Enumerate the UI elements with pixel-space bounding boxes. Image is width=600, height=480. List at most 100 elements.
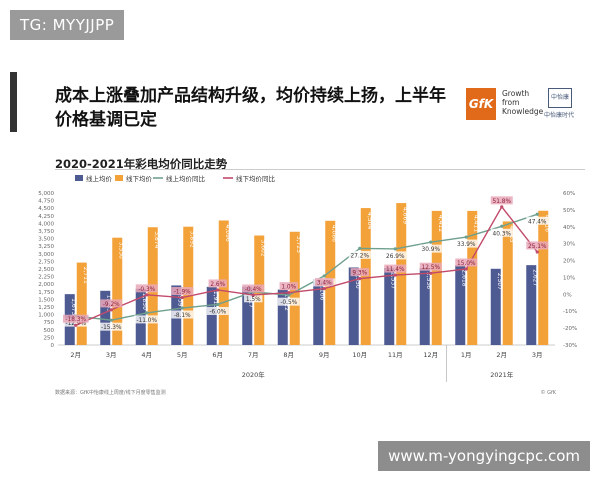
offline-yoy-label-bg	[455, 258, 478, 267]
offline-yoy-point	[358, 277, 362, 281]
source-note: 数据来源：GfK中怡康线上周度/线下月度零售监测	[55, 389, 166, 396]
offline-yoy-label: -9.2%	[103, 302, 120, 308]
offline-yoy-point	[535, 250, 539, 254]
x-tick-label: 3月	[106, 351, 117, 359]
offline-price-bar	[112, 237, 123, 345]
offline-yoy-label: -18.3%	[65, 317, 86, 323]
x-tick-label: 12月	[423, 351, 438, 359]
y-right-tick-label: -20%	[563, 326, 577, 332]
x-tick-label: 6月	[212, 351, 223, 359]
offline-price-label: 4,669	[401, 207, 408, 224]
offline-yoy-point	[74, 323, 78, 327]
x-tick-label: 11月	[388, 351, 403, 359]
y-left-tick-label: 1,250	[38, 305, 54, 311]
offline-price-label: 3,874	[153, 231, 160, 248]
y-right-tick-label: 30%	[563, 242, 575, 248]
online-yoy-label-bg	[98, 322, 125, 331]
online-price-label: 1,913	[212, 291, 219, 308]
offline-yoy-label-bg	[242, 284, 265, 293]
online-price-bar	[242, 286, 253, 345]
online-price-label: 1,673	[70, 298, 77, 315]
online-yoy-point	[535, 212, 539, 216]
offline-yoy-point	[287, 291, 291, 295]
y-left-tick-label: 500	[44, 328, 55, 334]
y-left-tick-label: 3,500	[38, 237, 54, 243]
y-left-tick-label: 4,000	[38, 221, 54, 227]
offline-price-label: 4,504	[366, 212, 373, 229]
offline-price-bar	[183, 226, 194, 345]
y-left-tick-label: 2,500	[38, 267, 54, 273]
copyright-note: © GfK	[540, 389, 556, 396]
offline-price-bar	[538, 210, 549, 345]
chart-title: 2020-2021年彩电均价同比走势	[55, 157, 228, 171]
offline-yoy-point	[393, 273, 397, 277]
chart-title-divider	[55, 169, 585, 170]
online-yoy-label: 27.2%	[351, 253, 370, 259]
y-left-tick-label: 3,750	[38, 229, 54, 235]
offline-yoy-point	[429, 271, 433, 275]
online-yoy-point	[180, 306, 184, 310]
online-price-label: 2,536	[425, 272, 432, 289]
online-yoy-label-bg	[206, 306, 229, 315]
offline-yoy-point	[251, 293, 255, 297]
x-tick-label: 1月	[461, 351, 472, 359]
watermark-top-badge: TG: MYYJJPP	[10, 10, 125, 40]
x-tick-label: 2月	[70, 351, 81, 359]
online-price-bar	[526, 265, 537, 345]
y-right-tick-label: 40%	[563, 225, 575, 231]
offline-yoy-label: 3.4%	[317, 281, 332, 287]
online-yoy-label-bg	[526, 216, 549, 225]
offline-price-bar	[360, 208, 371, 345]
online-price-bar	[455, 265, 466, 345]
x-tick-label: 3月	[532, 351, 543, 359]
online-price-bar	[277, 289, 288, 345]
online-yoy-point	[429, 240, 433, 244]
online-price-bar	[384, 267, 395, 345]
offline-yoy-label-bg	[171, 287, 194, 296]
online-yoy-label: 47.4%	[528, 219, 547, 225]
legend-label: 线下均价同比	[236, 174, 276, 183]
offline-yoy-label: 9.3%	[352, 271, 367, 277]
offline-yoy-label: 1.0%	[281, 285, 296, 291]
online-yoy-label-bg	[133, 315, 160, 324]
online-yoy-label: 40.3%	[493, 231, 512, 237]
online-yoy-point	[287, 293, 291, 297]
online-price-bar	[348, 267, 359, 345]
x-tick-label: 2月	[496, 351, 507, 359]
online-price-bar	[490, 268, 501, 345]
offline-yoy-label-bg	[490, 196, 513, 205]
x-tick-label: 10月	[352, 351, 367, 359]
online-yoy-point	[500, 224, 504, 228]
offline-price-label: 4,411	[472, 215, 479, 232]
y-left-tick-label: 2,000	[38, 282, 54, 288]
x-tick-label: 5月	[177, 351, 188, 359]
online-yoy-point	[393, 247, 397, 251]
offline-price-label: 4,096	[224, 224, 231, 241]
y-right-tick-label: -10%	[563, 309, 577, 315]
x-tick-label: 4月	[141, 351, 152, 359]
offline-price-label: 3,602	[259, 239, 266, 256]
y-left-tick-label: 5,000	[38, 191, 54, 197]
offline-yoy-point	[145, 293, 149, 297]
y-left-tick-label: 2,250	[38, 275, 54, 281]
online-yoy-label: -15.3%	[101, 325, 122, 331]
online-price-label: 1,959	[176, 289, 183, 306]
offline-yoy-point	[322, 286, 326, 291]
gfk-tagline-line: Knowledge	[502, 107, 544, 116]
online-yoy-label-bg	[490, 228, 513, 237]
online-yoy-point	[358, 246, 362, 250]
zhongyikang-name: 中怡康时代	[544, 112, 575, 119]
legend-label: 线上均价	[86, 174, 113, 183]
online-price-bar	[419, 267, 430, 345]
online-yoy-label: 26.9%	[386, 254, 405, 260]
online-yoy-label-bg	[455, 239, 478, 248]
y-left-tick-label: 3,000	[38, 252, 54, 258]
online-yoy-label: 30.9%	[422, 247, 441, 253]
offline-yoy-label-bg	[384, 264, 407, 273]
y-left-tick-label: 1,000	[38, 313, 54, 319]
offline-yoy-label: -0.3%	[138, 287, 155, 293]
legend-swatch	[115, 175, 123, 181]
x-tick-label: 7月	[248, 351, 259, 359]
gfk-tagline-line: from	[502, 98, 520, 107]
